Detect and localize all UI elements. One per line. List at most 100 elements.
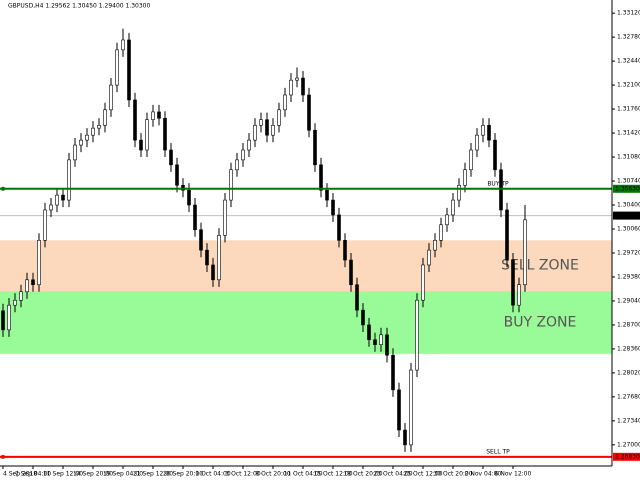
candle-body	[115, 49, 119, 86]
y-tick-label: 1.29720	[617, 249, 640, 256]
candle-body	[475, 134, 479, 151]
candle-body	[193, 204, 197, 231]
candle-body	[367, 324, 371, 341]
y-tick-label: 1.29040	[617, 297, 640, 304]
candle-body	[397, 389, 401, 431]
y-tick-label: 1.28700	[617, 321, 640, 328]
candle-body	[25, 279, 29, 293]
candle-body	[13, 299, 17, 306]
x-tick-label: 4 Sep 2018	[3, 471, 37, 478]
x-tick-label: 7 Sep 04:00	[15, 471, 51, 478]
zone	[0, 240, 612, 292]
candle-body	[499, 169, 503, 211]
candle-body	[457, 184, 461, 201]
candle-body	[241, 149, 245, 161]
candle-body	[385, 334, 389, 356]
candle-body	[409, 369, 413, 446]
y-tick-label: 1.31080	[617, 154, 640, 161]
y-tick-label: 1.30740	[617, 178, 640, 185]
candle-body	[325, 189, 329, 201]
candle-body	[445, 214, 449, 226]
y-tick-label: 1.28020	[617, 369, 640, 376]
candle-body	[151, 111, 155, 120]
candle-body	[133, 99, 137, 141]
candle-body	[97, 125, 101, 129]
x-tick-label: 25 Oct 12:00	[403, 471, 442, 478]
candle-body	[379, 334, 383, 345]
axis-label-box	[613, 184, 640, 193]
y-tick-label: 1.28360	[617, 345, 640, 352]
y-tick-label: 1.30400	[617, 202, 640, 209]
x-tick-label: 2 Nov 04:00	[465, 471, 502, 478]
candle-body	[85, 134, 89, 141]
candle-body	[355, 284, 359, 311]
candle-body	[487, 125, 491, 141]
x-tick-label: 30 Oct 20:00	[433, 471, 472, 478]
x-tick-label: 19 Sep 04:00	[103, 471, 143, 478]
candle-body	[421, 264, 425, 301]
candle-body	[61, 194, 65, 201]
candle-body	[175, 164, 179, 186]
candle-body	[295, 77, 299, 81]
candle-body	[139, 139, 143, 151]
candle-body	[67, 159, 71, 201]
candle-body	[223, 199, 227, 236]
y-tick-label: 1.27680	[617, 393, 640, 400]
candle-body	[217, 235, 221, 281]
candle-body	[43, 209, 47, 241]
candle-body	[289, 79, 293, 96]
candle-body	[343, 239, 347, 261]
candle-body	[247, 139, 251, 151]
zone	[0, 291, 612, 354]
level-label: BUY TP	[487, 180, 509, 187]
candle-body	[19, 291, 23, 301]
candle-body	[391, 354, 395, 391]
y-tick-label: 1.27000	[617, 441, 640, 448]
candle-body	[103, 109, 107, 126]
candle-body	[145, 119, 149, 151]
x-tick-label: 11 Sep 12:00	[43, 471, 83, 478]
candle-body	[121, 39, 125, 51]
axis-label: 1.30630	[615, 185, 640, 192]
candle-body	[187, 189, 191, 206]
candle-body	[361, 309, 365, 326]
candle-body	[505, 209, 509, 261]
candle-body	[229, 169, 233, 201]
candle-body	[169, 149, 173, 166]
axis-label-box	[613, 452, 640, 461]
y-tick-label: 1.31760	[617, 106, 640, 113]
candle-body	[79, 139, 83, 146]
candle-body	[337, 214, 341, 241]
x-tick-label: 6 Nov 12:00	[495, 471, 532, 478]
level-label: SELL TP	[486, 448, 510, 455]
candle-body	[301, 77, 305, 96]
candle-body	[7, 304, 11, 331]
candle-body	[433, 239, 437, 251]
zone-label: SELL ZONE	[501, 258, 579, 274]
x-tick-label: 1 Oct 04:00	[195, 471, 230, 478]
candle-body	[199, 229, 203, 251]
x-tick-label: 26 Sep 20:00	[163, 471, 203, 478]
candle-body	[37, 239, 41, 286]
y-tick-label: 1.30060	[617, 226, 640, 233]
candle-body	[313, 129, 317, 166]
candle-body	[517, 284, 521, 306]
x-tick-label: 18 Oct 20:00	[343, 471, 382, 478]
candle-body	[91, 127, 95, 136]
candle-body	[253, 125, 257, 141]
candle-body	[181, 184, 185, 191]
x-tick-label: 11 Oct 04:00	[283, 471, 322, 478]
candle-body	[415, 299, 419, 371]
candle-body	[259, 119, 263, 126]
candle-body	[481, 125, 485, 136]
x-tick-label: 15 Oct 12:00	[313, 471, 352, 478]
level-anchor	[1, 454, 5, 459]
candle-body	[271, 125, 275, 136]
candle-body	[511, 259, 515, 306]
candle-body	[523, 219, 527, 286]
zone-label: BUY ZONE	[504, 314, 577, 330]
candle-body	[211, 264, 215, 281]
y-tick-label: 1.29380	[617, 273, 640, 280]
candle-body	[283, 94, 287, 111]
